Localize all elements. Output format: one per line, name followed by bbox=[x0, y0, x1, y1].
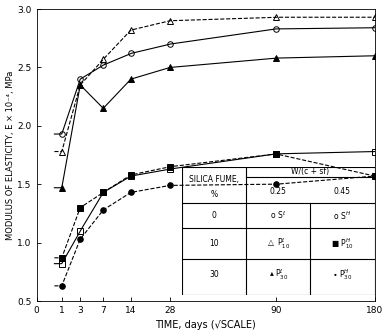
Y-axis label: MODULUS OF ELASTICITY, E × 10⁻⁴, MPa: MODULUS OF ELASTICITY, E × 10⁻⁴, MPa bbox=[5, 70, 14, 240]
X-axis label: TIME, days (√SCALE): TIME, days (√SCALE) bbox=[155, 321, 256, 330]
